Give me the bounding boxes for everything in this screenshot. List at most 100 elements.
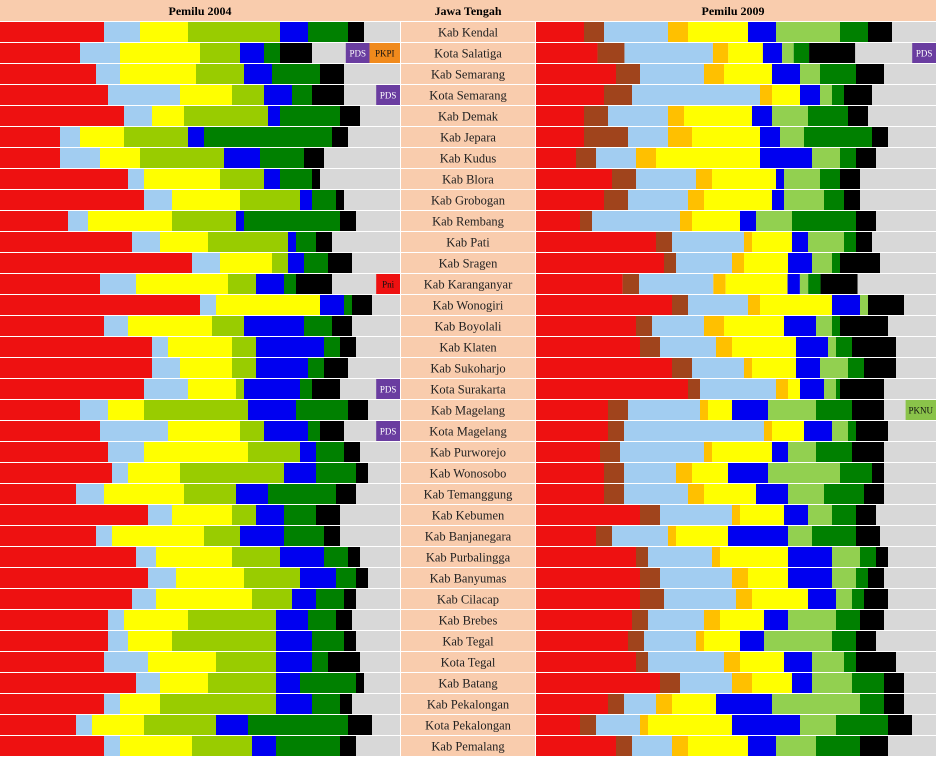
chart-2009-bar-segment [776,22,840,42]
chart-2004-bar-segment [316,463,356,483]
chart-2004-bar-segment [80,43,120,63]
chart-2004-bar-segment [292,85,312,105]
chart-2009-bar-segment [848,358,864,378]
chart-2009-bar-segment [812,652,844,672]
chart-2004-bar-segment [312,169,320,189]
chart-2009-bar-segment [688,484,704,504]
chart-2009-bar-segment [812,673,852,693]
chart-2004-bar-segment [312,190,336,210]
chart-2004-bar-segment [280,43,312,63]
chart-2004-bar-segment [304,148,324,168]
chart-2004-bar-segment [104,316,128,336]
chart-2004-bar-segment [328,253,352,273]
chart-2009-bar-segment [816,736,860,756]
chart-2009-bar-segment [836,379,840,399]
chart-2004-bar-segment [340,694,352,714]
chart-2009-bar-segment [640,337,660,357]
chart-2004-bar-segment [300,190,312,210]
chart-2004-bar-segment [284,274,296,294]
chart-2009-bar-segment [692,463,728,483]
chart-2009-bar-segment [536,316,636,336]
chart-2004-bar-segment [332,127,348,147]
chart-2009-bar-segment [580,715,596,735]
chart-2004-bar-segment [248,715,348,735]
chart-2004-bar-segment [0,106,124,126]
chart-2009-bar-segment [904,694,936,714]
chart-2004-bar-segment [336,484,356,504]
chart-2009-bar-segment [676,526,728,546]
chart-2009-bar-segment [708,400,732,420]
chart-2004-bar-segment [316,505,340,525]
chart-2009-bar-segment [888,316,936,336]
chart-2004-bar-segment [0,673,136,693]
party-tag-label: PDS [380,427,397,437]
region-label-cell [401,421,535,441]
chart-2009-bar-segment [799,274,809,294]
chart-2004-bar-segment [128,463,180,483]
chart-2004-bar-segment [316,589,344,609]
region-label: Kab Grobogan [431,194,506,208]
chart-2009-bar-segment [639,274,714,294]
chart-2009-bar-segment [728,463,768,483]
chart-2004-bar-segment [232,85,264,105]
chart-2009-bar-segment [764,421,772,441]
party-tag-label: PDS [380,91,397,101]
chart-2004-bar-segment [344,589,356,609]
chart-2009-bar-segment [640,505,660,525]
chart-2004-bar-segment [0,442,108,462]
chart-2004-bar-segment [180,85,232,105]
chart-2009-bar-segment [536,337,640,357]
chart-2004-bar-segment [0,610,108,630]
chart-2009-bar-segment [800,64,820,84]
region-label-cell [401,85,535,105]
chart-2009-bar-segment [622,274,640,294]
chart-2004-bar-segment [80,400,108,420]
chart-2009-bar-segment [536,442,600,462]
region-label: Kab Purbalingga [426,551,511,565]
chart-2004-bar-segment [232,505,256,525]
region-label-cell [401,589,535,609]
chart-2009-bar-segment [592,211,680,231]
party-tag-label: PDS [349,49,366,59]
chart-2009-bar-segment [820,64,856,84]
chart-2009-bar-segment [808,232,844,252]
chart-2004-bar-segment [216,295,320,315]
chart-2009-bar-segment [804,421,832,441]
chart-2009-bar-segment [636,169,696,189]
chart-2009-bar-segment [704,484,756,504]
chart-2009-bar-segment [808,106,848,126]
chart-2004-bar-segment [0,400,80,420]
chart-2004-bar-segment [276,631,312,651]
chart-2009-bar-segment [844,652,856,672]
chart-2004-bar-segment [108,631,128,651]
chart-2009-bar-segment [856,526,880,546]
chart-2004-bar-segment [208,673,276,693]
chart-2009-bar-segment [762,43,783,63]
chart-2004-bar-segment [324,148,400,168]
chart-2009-bar-segment [856,148,876,168]
party-tag-label: PDS [916,49,933,59]
chart-2004-bar-segment [0,694,104,714]
chart-2004-bar-segment [124,610,188,630]
chart-2004-bar-segment [304,253,328,273]
chart-2009-bar-segment [728,43,763,63]
chart-2009-bar-segment [857,274,936,294]
region-labels: Kab Kendal Kota Salatiga Kab Semarang Kota … [401,22,535,756]
chart-2009-bar-segment [752,106,772,126]
region-label-cell [401,358,535,378]
chart-2009-bar-segment [584,127,628,147]
chart-2004-bar-segment [60,127,80,147]
chart-2009-bar-segment [876,631,936,651]
chart-2009-bar-segment [836,337,852,357]
chart-2009-bar-segment [672,358,692,378]
region-label: Kab Klaten [439,341,497,355]
chart-2009-bar-segment [784,169,820,189]
chart-2009-bar-segment [809,43,856,63]
chart-2009-bar-segment [852,673,884,693]
party-tag-label: PDS [380,385,397,395]
chart-2009-bar-segment [792,232,808,252]
chart-2004-bar-segment [352,253,400,273]
chart-2004-bar-segment [284,463,316,483]
chart-2004-bar-segment [232,337,256,357]
chart-2004-bar-segment [312,652,328,672]
